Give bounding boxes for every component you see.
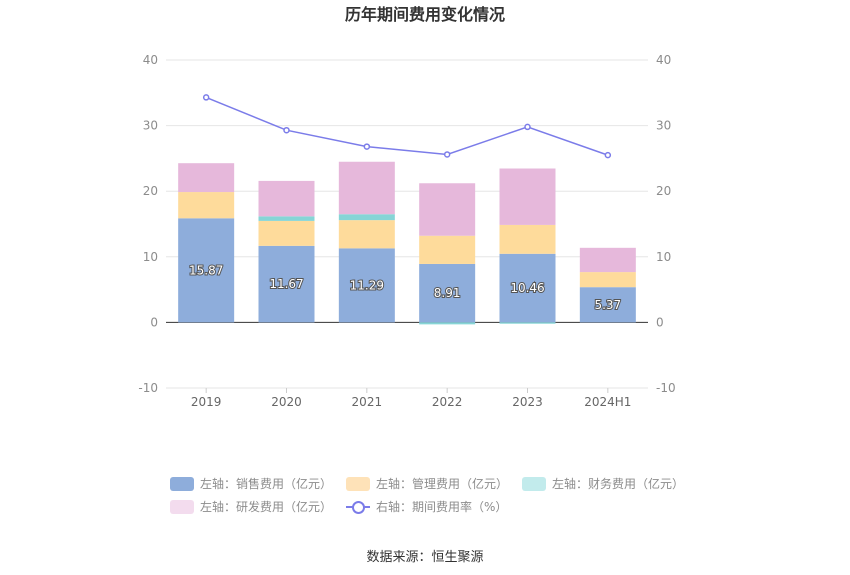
expense-rate-line <box>202 94 612 159</box>
bar-2024H1-series-1 <box>579 272 636 288</box>
rate-point-2019 <box>202 94 210 101</box>
legend-swatch-finance <box>522 476 547 491</box>
legend: 左轴：销售费用（亿元） 左轴：管理费用（亿元） 左轴：财务费用（亿元） 左轴：研… <box>170 472 690 518</box>
x-axis: 2019 2020 2021 2022 2023 2024H1 <box>191 388 631 409</box>
left-tick-label: 0 <box>150 315 158 329</box>
left-tick-label: 10 <box>143 250 158 264</box>
data-source: 数据来源：恒生聚源 <box>366 550 484 565</box>
rate-point-2020 <box>283 126 290 134</box>
rate-point-2024H1 <box>604 151 612 159</box>
left-tick-label: 30 <box>143 119 158 133</box>
right-tick-label: 40 <box>656 53 671 67</box>
right-tick-label: 10 <box>656 250 671 264</box>
legend-swatch-sales <box>170 476 194 491</box>
left-y-axis: -10 0 10 20 30 40 <box>138 53 158 395</box>
bar-2023-series-1 <box>499 224 556 254</box>
bar-2021-series-3 <box>338 161 395 215</box>
data-label-2024H1: 5.37 <box>594 298 621 312</box>
left-tick-label: -10 <box>138 381 158 395</box>
bar-2023-series-3 <box>499 168 556 225</box>
rate-point-2022 <box>443 151 451 158</box>
bar-2020-series-2 <box>258 216 315 221</box>
legend-item-finance[interactable]: 左轴：财务费用（亿元） <box>522 475 684 492</box>
legend-label-admin: 左轴：管理费用（亿元） <box>376 477 509 491</box>
bar-2022-series-2 <box>419 322 476 325</box>
bar-2020-series-3 <box>258 180 315 217</box>
bar-2023-series-2 <box>499 322 556 324</box>
legend-item-rate[interactable]: 右轴：期间费用率（%） <box>346 498 507 515</box>
bar-2019-series-1 <box>178 192 235 219</box>
rate-point-2023 <box>524 123 531 131</box>
x-tick-label-2021: 2021 <box>352 395 383 409</box>
bar-2020-series-0 <box>258 245 315 323</box>
data-label-2021: 11.29 <box>350 278 384 292</box>
x-tick-label-2023: 2023 <box>512 395 543 409</box>
legend-swatch-rate <box>346 500 371 514</box>
legend-item-admin[interactable]: 左轴：管理费用（亿元） <box>346 475 508 492</box>
right-tick-label: 0 <box>656 315 664 329</box>
data-label-2023: 10.46 <box>510 281 544 295</box>
x-tick-label-2019: 2019 <box>191 395 222 409</box>
legend-label-sales: 左轴：销售费用（亿元） <box>200 477 333 491</box>
bar-2023-series-0 <box>499 253 556 323</box>
right-tick-label: -10 <box>656 381 676 395</box>
legend-label-rate: 右轴：期间费用率（%） <box>376 500 508 514</box>
legend-label-finance: 左轴：财务费用（亿元） <box>552 477 685 491</box>
legend-swatch-rnd <box>170 499 194 514</box>
bar-2021-series-0 <box>338 248 395 323</box>
x-tick-label-2022: 2022 <box>432 395 463 409</box>
bar-2020-series-1 <box>258 220 315 246</box>
bar-2022-series-3 <box>419 183 476 236</box>
legend-item-sales[interactable]: 左轴：销售费用（亿元） <box>170 475 332 492</box>
legend-item-rnd[interactable]: 左轴：研发费用（亿元） <box>170 498 332 515</box>
data-labels: 15.87 11.67 11.29 8.91 10.46 5.37 <box>188 262 622 312</box>
left-tick-label: 40 <box>143 53 158 67</box>
right-tick-label: 20 <box>656 184 671 198</box>
bar-series <box>178 161 636 325</box>
bar-2024H1-series-3 <box>579 247 636 273</box>
bar-2022-series-0 <box>419 263 476 323</box>
bar-2019-series-3 <box>178 163 235 193</box>
data-label-2019: 15.87 <box>189 263 223 277</box>
legend-swatch-admin <box>346 476 371 491</box>
legend-dot <box>352 500 366 514</box>
x-tick-label-2024H1: 2024H1 <box>584 395 631 409</box>
legend-label-rnd: 左轴：研发费用（亿元） <box>200 500 333 514</box>
right-tick-label: 30 <box>656 119 671 133</box>
right-y-axis: -10 0 10 20 30 40 <box>656 53 676 395</box>
x-tick-label-2020: 2020 <box>271 395 302 409</box>
bar-2024H1-series-0 <box>579 287 636 323</box>
chart-canvas: 历年期间费用变化情况 -10 0 10 20 30 40 -10 0 10 20 30 40 15.… <box>138 5 676 409</box>
data-label-2020: 11.67 <box>269 277 303 291</box>
bar-2021-series-1 <box>338 220 395 249</box>
bar-2021-series-2 <box>338 214 395 221</box>
rate-line-path <box>205 96 609 156</box>
left-tick-label: 20 <box>143 184 158 198</box>
rate-point-2021 <box>363 143 371 150</box>
chart-title: 历年期间费用变化情况 <box>345 5 505 24</box>
bar-2022-series-1 <box>419 235 476 264</box>
data-label-2022: 8.91 <box>434 286 461 300</box>
bar-2019-series-0 <box>178 218 235 323</box>
gridlines <box>166 59 648 389</box>
